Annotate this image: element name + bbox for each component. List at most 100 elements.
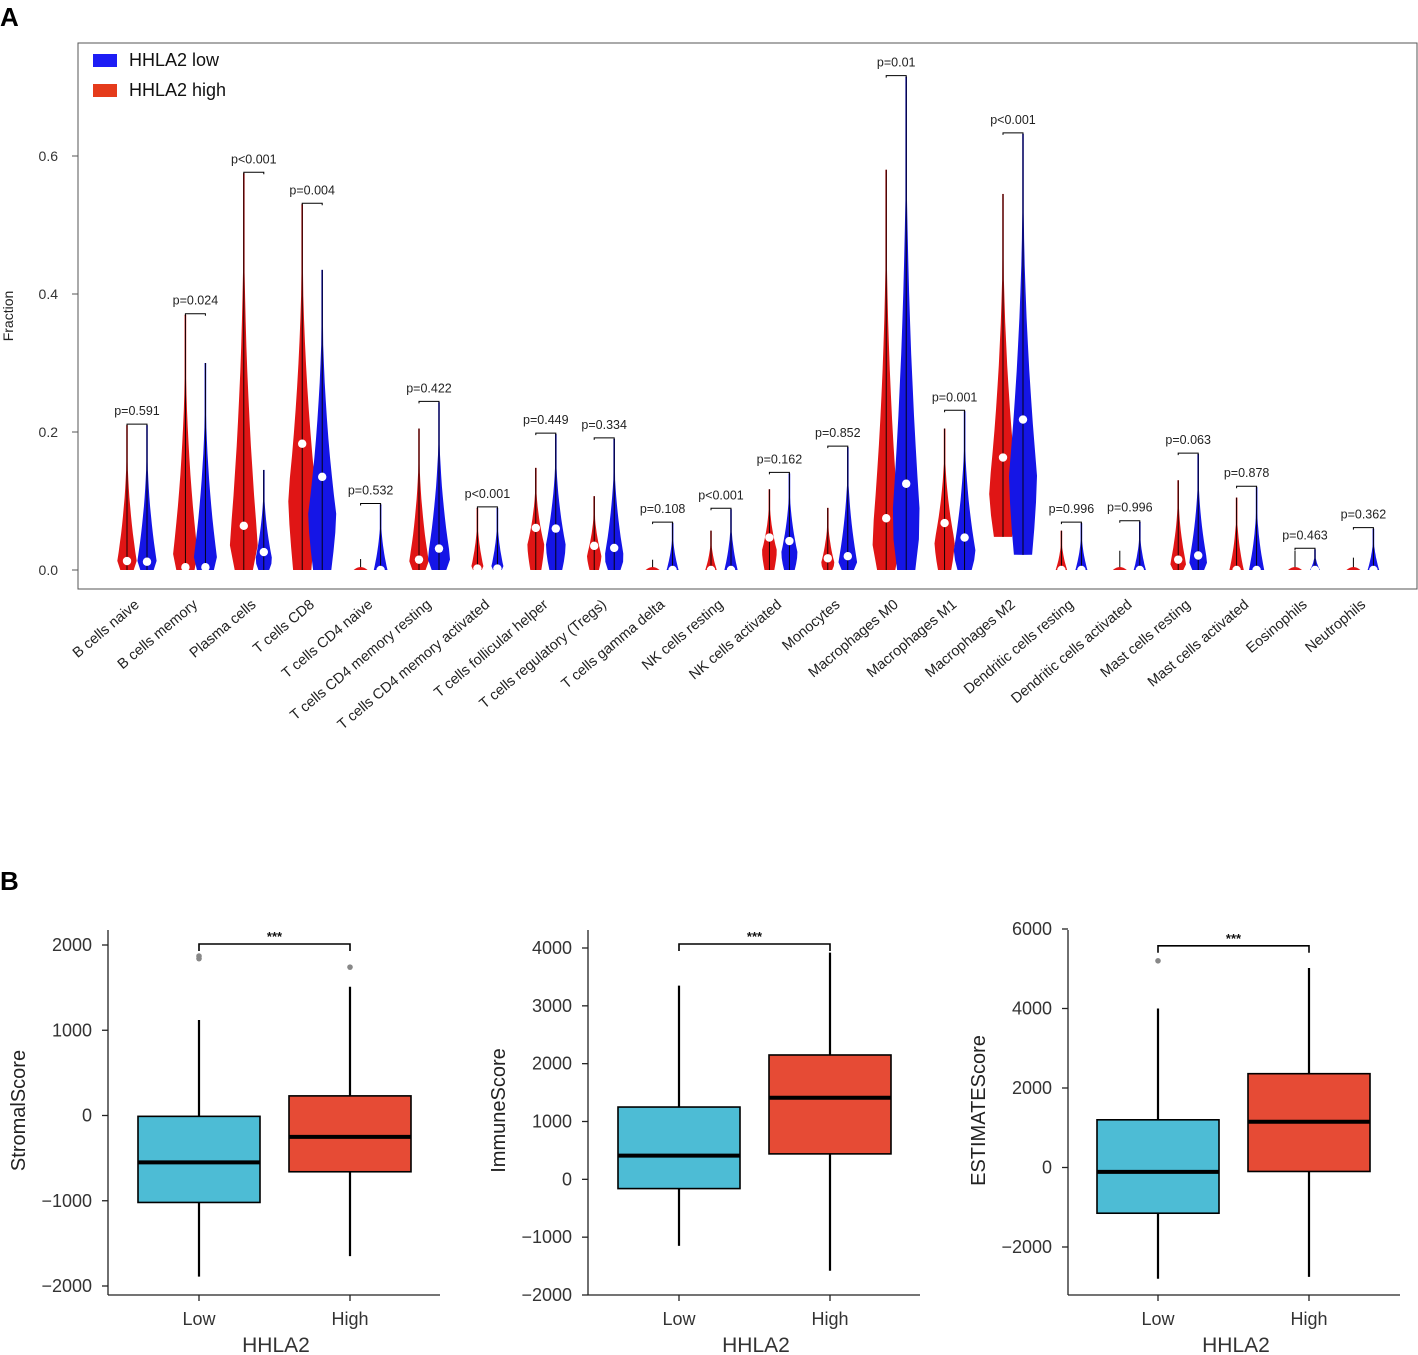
stromalscore-x-tick-label-high: High bbox=[331, 1309, 368, 1329]
violin-high-t-cells-cd4-memory-resting-median-dot bbox=[414, 555, 424, 564]
estimatescore-y-tick-label: 0 bbox=[1042, 1158, 1052, 1178]
panel-a-label: A bbox=[0, 2, 19, 32]
p-value-nk-cells-activated: p=0.162 bbox=[757, 452, 803, 466]
panel-b-label: B bbox=[0, 866, 19, 896]
legend: HHLA2 low HHLA2 high bbox=[93, 50, 226, 100]
box-plot-immune-score: −2000 −1000 0 1000 2000 3000 4000 ImmuneScore HH… bbox=[488, 929, 920, 1355]
violin-high-nk-cells-resting-median-dot bbox=[706, 565, 716, 575]
violin-high-nk-cells-activated-median-dot bbox=[765, 533, 774, 542]
violin-high-macrophages-m1-median-dot bbox=[940, 518, 949, 528]
stromalscore-significance-label: *** bbox=[267, 929, 283, 944]
immunescore-y-axis-title: ImmuneScore bbox=[488, 1048, 510, 1173]
immunescore-x-tick-label-low: Low bbox=[662, 1309, 696, 1329]
p-value-macrophages-m1: p=0.001 bbox=[932, 390, 978, 404]
p-value-b-cells-naive: p=0.591 bbox=[114, 404, 160, 418]
p-bracket-t-cells-follicular-helper bbox=[535, 432, 557, 436]
stromalscore-y-tick-label: 0 bbox=[82, 1106, 92, 1126]
immunescore-box-high bbox=[768, 1054, 892, 1155]
p-value-plasma-cells: p<0.001 bbox=[231, 152, 277, 166]
stromalscore-x-axis-title: HHLA2 bbox=[242, 1334, 310, 1355]
violin-high-t-cells-follicular-helper-median-dot bbox=[531, 523, 540, 533]
violin-high-dendritic-cells-resting-median-dot bbox=[1057, 565, 1066, 575]
immunescore-y-tick-label: 3000 bbox=[532, 996, 572, 1016]
violin-high-b-cells-naive-median-dot bbox=[122, 556, 132, 566]
p-value-t-cells-regulatory-tregs: p=0.334 bbox=[581, 418, 627, 432]
violin-low-t-cells-cd4-memory-resting-median-dot bbox=[434, 544, 444, 553]
p-bracket-b-cells-naive bbox=[126, 423, 148, 427]
p-bracket-t-cells-cd4-memory-activated bbox=[476, 506, 498, 509]
violin-plot-frame bbox=[77, 42, 1418, 590]
category-label-t-cells-follicular-helper: T cells follicular helper bbox=[431, 597, 551, 701]
violin-marks: p=0.591 p=0.024 p<0.001 p=0.004 p=0.532 p=0.4… bbox=[114, 56, 1386, 575]
violin-high-neutrophils bbox=[1346, 567, 1361, 570]
violin-low-t-cells-gamma-delta-median-dot bbox=[668, 565, 677, 575]
p-bracket-t-cells-cd4-naive bbox=[360, 502, 382, 506]
violin-high-t-cells-gamma-delta bbox=[645, 567, 660, 570]
violin-high-mast-cells-resting-median-dot bbox=[1174, 555, 1183, 564]
legend-label-low: HHLA2 low bbox=[129, 50, 220, 70]
immunescore-significance-label: *** bbox=[747, 929, 763, 944]
violin-low-macrophages-m2-median-dot bbox=[1018, 415, 1028, 424]
category-label-eosinophils: Eosinophils bbox=[1243, 597, 1310, 657]
estimatescore-significance-label: *** bbox=[1226, 931, 1242, 946]
immunescore-y-tick-label: 1000 bbox=[532, 1112, 572, 1132]
p-bracket-t-cells-regulatory-tregs bbox=[593, 437, 615, 440]
violin-low-nk-cells-activated-median-dot bbox=[785, 536, 794, 546]
p-value-neutrophils: p=0.362 bbox=[1341, 508, 1387, 522]
immunescore-x-axis-title: HHLA2 bbox=[722, 1334, 790, 1355]
violin-high-monocytes-median-dot bbox=[823, 554, 832, 563]
violin-y-tick-label: 0.0 bbox=[39, 562, 59, 578]
violin-low-nk-cells-resting-median-dot bbox=[726, 565, 736, 575]
violin-high-t-cells-cd8-median-dot bbox=[298, 439, 307, 448]
estimatescore-x-axis-title: HHLA2 bbox=[1202, 1334, 1270, 1355]
violin-low-plasma-cells-median-dot bbox=[259, 547, 268, 557]
p-bracket-eosinophils bbox=[1294, 547, 1316, 551]
p-bracket-dendritic-cells-activated bbox=[1119, 520, 1141, 523]
estimatescore-y-axis-title: ESTIMATEScore bbox=[968, 1035, 990, 1186]
violin-low-macrophages-m0-median-dot bbox=[902, 479, 911, 488]
box-plot-estimate-score: −2000 0 2000 4000 6000 ESTIMATEScore HHLA2 Low H… bbox=[968, 919, 1400, 1355]
p-bracket-macrophages-m1 bbox=[944, 409, 966, 413]
p-value-t-cells-cd4-naive: p=0.532 bbox=[348, 483, 394, 497]
violin-chart: Fraction HHLA2 low HHLA2 high 0.00.20.40… bbox=[0, 42, 1418, 733]
estimatescore-significance-bracket bbox=[1157, 945, 1310, 953]
p-value-t-cells-gamma-delta: p=0.108 bbox=[640, 502, 686, 516]
p-bracket-macrophages-m2 bbox=[1002, 132, 1024, 135]
violin-high-macrophages-m2-median-dot bbox=[998, 453, 1008, 462]
p-value-monocytes: p=0.852 bbox=[815, 426, 861, 440]
violin-low-b-cells-naive-median-dot bbox=[142, 557, 152, 566]
p-value-t-cells-cd4-memory-activated: p<0.001 bbox=[465, 487, 511, 501]
p-bracket-plasma-cells bbox=[243, 171, 265, 175]
p-value-b-cells-memory: p=0.024 bbox=[173, 294, 219, 308]
p-bracket-mast-cells-activated bbox=[1236, 485, 1258, 489]
violin-low-t-cells-cd8-median-dot bbox=[318, 472, 327, 482]
legend-swatch-high bbox=[93, 84, 117, 97]
violin-low-b-cells-memory-median-dot bbox=[201, 563, 210, 572]
stromalscore-y-tick-label: −2000 bbox=[41, 1276, 92, 1296]
violin-high-t-cells-cd4-naive bbox=[353, 567, 368, 570]
p-value-eosinophils: p=0.463 bbox=[1282, 528, 1328, 542]
category-label-neutrophils: Neutrophils bbox=[1303, 597, 1369, 656]
violin-high-dendritic-cells-activated bbox=[1112, 567, 1127, 570]
estimatescore-y-tick-label: 2000 bbox=[1012, 1078, 1052, 1098]
p-bracket-b-cells-memory bbox=[184, 313, 206, 316]
stromalscore-x-tick-label-low: Low bbox=[182, 1309, 216, 1329]
p-bracket-t-cells-gamma-delta bbox=[652, 521, 674, 525]
stromalscore-box-low-outlier bbox=[196, 953, 202, 959]
p-bracket-neutrophils bbox=[1352, 527, 1374, 530]
p-bracket-nk-cells-resting bbox=[710, 507, 732, 511]
violin-low-eosinophils-median-dot bbox=[1310, 565, 1320, 575]
immunescore-y-tick-label: 4000 bbox=[532, 938, 572, 958]
violin-y-tick-label: 0.2 bbox=[39, 424, 59, 440]
p-value-mast-cells-activated: p=0.878 bbox=[1224, 466, 1270, 480]
violin-low-t-cells-regulatory-tregs-median-dot bbox=[610, 543, 619, 553]
legend-swatch-low bbox=[93, 54, 117, 67]
violin-low-dendritic-cells-resting-median-dot bbox=[1077, 565, 1086, 575]
immunescore-significance-bracket bbox=[678, 943, 831, 951]
p-bracket-t-cells-cd4-memory-resting bbox=[418, 400, 440, 404]
box-plot-stromal-score: −2000 −1000 0 1000 2000 StromalScore HHLA2 Low H… bbox=[8, 929, 440, 1355]
category-label-dendritic-cells-resting: Dendritic cells resting bbox=[961, 597, 1077, 698]
immunescore-y-tick-label: −2000 bbox=[521, 1285, 572, 1305]
